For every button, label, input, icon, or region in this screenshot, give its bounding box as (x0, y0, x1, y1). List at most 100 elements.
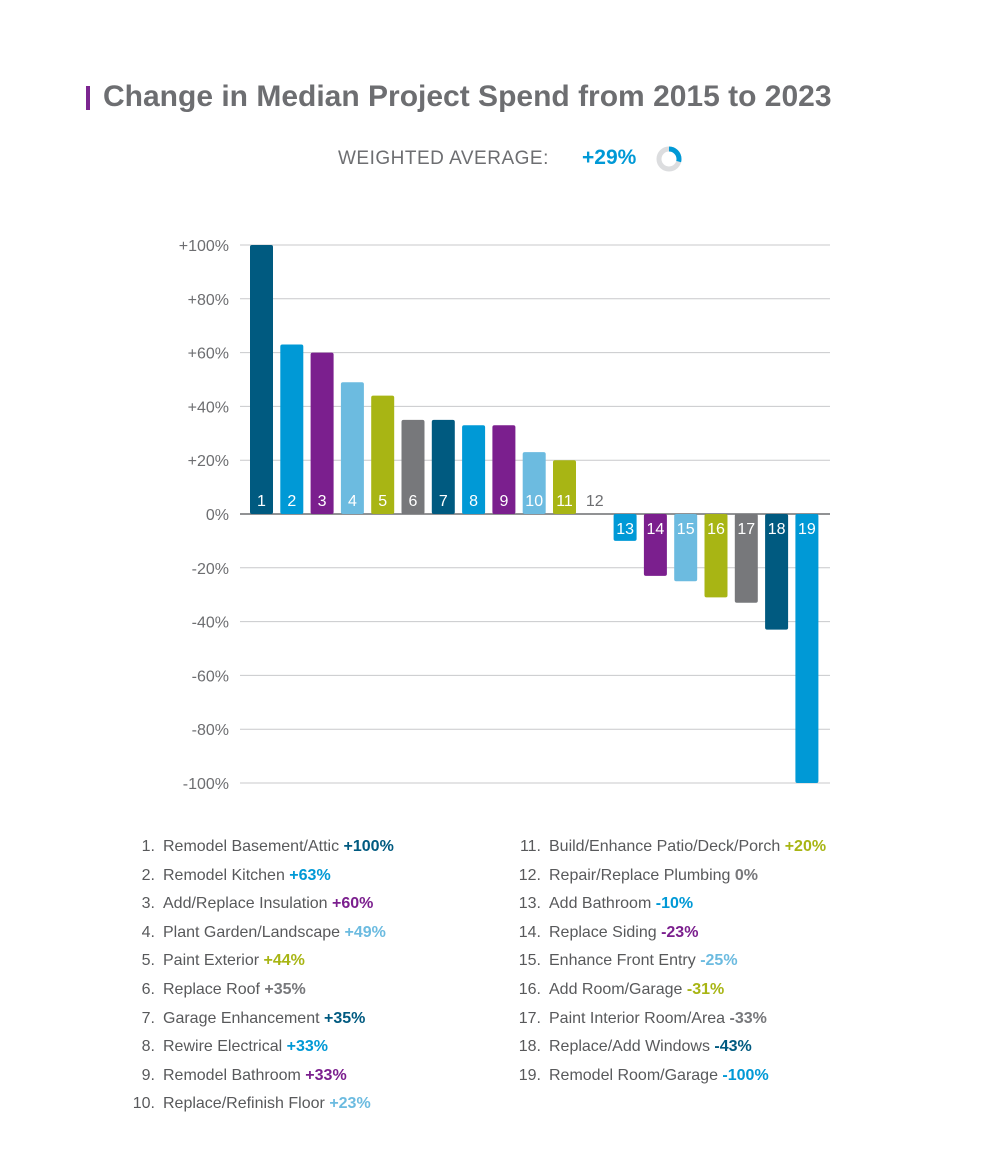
legend-label: Add Room/Garage (549, 981, 683, 998)
legend-number: 13. (518, 895, 541, 913)
legend-value: -23% (661, 923, 699, 941)
bar-number-label: 19 (798, 521, 816, 538)
donut-ring-icon (656, 146, 682, 172)
y-tick-label: -60% (192, 668, 229, 685)
legend-number: 15. (518, 952, 541, 970)
bar-number-label: 1 (257, 493, 266, 510)
legend-number: 1. (141, 838, 155, 855)
legend-label: Paint Interior Room/Area (549, 1009, 726, 1027)
bar-chart: +100% +80% +60% +40% +20% 0% -20% -40% -60% -80% -… (179, 238, 830, 793)
legend-value: +44% (263, 952, 305, 970)
bar (280, 344, 304, 514)
legend-number: 2. (141, 866, 155, 884)
weighted-average-value: +29% (582, 146, 637, 169)
bar (643, 514, 667, 576)
legend-number: 19. (518, 1066, 541, 1084)
legend-item: 18. Replace/Add Windows -43% (515, 1038, 752, 1056)
legend-number: 12. (518, 866, 541, 884)
legend-label: Remodel Room/Garage (549, 1066, 718, 1084)
legend-number: 17. (518, 1009, 541, 1027)
y-tick-label: -100% (183, 776, 229, 793)
legend-item: 2. Remodel Kitchen +63% (129, 867, 331, 885)
bar-number-label: 14 (647, 521, 665, 538)
legend-value: +33% (286, 1038, 328, 1056)
legend-label: Repair/Replace Plumbing (549, 866, 731, 884)
legend-number: 7. (141, 1009, 155, 1027)
legend-number: 3. (141, 895, 155, 913)
bar (492, 425, 516, 514)
bar-number-label: 9 (499, 493, 508, 510)
bar (310, 352, 334, 514)
legend-item: 12. Repair/Replace Plumbing 0% (515, 867, 758, 885)
bar-number-label: 7 (439, 493, 448, 510)
bar-number-label: 3 (318, 493, 327, 510)
legend-value: +20% (784, 838, 827, 855)
bar (795, 514, 819, 783)
legend-value: +63% (289, 866, 331, 884)
bar (340, 382, 364, 514)
legend-value: -10% (655, 895, 694, 913)
bar (431, 419, 455, 514)
legend-item: 5. Paint Exterior +44% (129, 952, 305, 970)
legend-value: -100% (722, 1066, 769, 1084)
bar (462, 425, 486, 514)
legend-value: +35% (264, 981, 306, 998)
y-tick-label: +80% (188, 292, 229, 309)
bar-number-label: 5 (378, 493, 387, 510)
y-tick-label: +60% (188, 346, 229, 363)
legend-label: Remodel Bathroom (163, 1066, 301, 1084)
legend-item: 3. Add/Replace Insulation +60% (129, 895, 374, 913)
legend-number: 16. (518, 981, 541, 998)
bar (401, 419, 425, 514)
bar-number-label: 2 (287, 493, 296, 510)
bar (765, 514, 789, 630)
legend-label: Build/Enhance Patio/Deck/Porch (549, 838, 781, 855)
legend-number: 18. (518, 1038, 541, 1056)
legend-number: 5. (141, 952, 155, 970)
legend-label: Garage Enhancement (163, 1009, 320, 1027)
bar-number-label: 4 (348, 493, 357, 510)
legend-item: 7. Garage Enhancement +35% (129, 1009, 366, 1028)
bar-number-label: 12 (586, 493, 604, 510)
legend-value: +33% (305, 1066, 347, 1084)
legend-item: 11. Build/Enhance Patio/Deck/Porch +20% (515, 838, 826, 856)
legend-item: 10. Replace/Refinish Floor +23% (129, 1095, 371, 1113)
y-tick-label: -20% (192, 561, 229, 578)
y-tick-label: +20% (188, 453, 229, 470)
bar (734, 514, 758, 603)
legend-label: Replace/Refinish Floor (163, 1095, 325, 1113)
bar (250, 245, 273, 514)
legend-label: Remodel Basement/Attic (163, 838, 340, 855)
legend-number: 6. (141, 981, 155, 998)
y-tick-label: +100% (179, 238, 229, 255)
legend-number: 9. (141, 1066, 155, 1084)
legend-label: Replace/Add Windows (549, 1038, 710, 1056)
legend-number: 11. (519, 838, 541, 855)
legend-label: Rewire Electrical (163, 1038, 283, 1056)
bar (613, 514, 637, 541)
legend-number: 10. (132, 1095, 155, 1113)
y-tick-label: 0% (206, 507, 229, 524)
legend-value: -25% (700, 952, 738, 970)
bar-number-label: 10 (525, 493, 543, 510)
bar-number-label: 17 (737, 521, 755, 538)
legend-item: 4. Plant Garden/Landscape +49% (129, 924, 386, 942)
legend-value: +35% (324, 1009, 366, 1027)
legend-value: +23% (329, 1095, 371, 1113)
legend-item: 8. Rewire Electrical +33% (129, 1038, 328, 1056)
legend-label: Replace Siding (549, 923, 657, 941)
legend-value: +60% (332, 895, 374, 913)
legend-number: 4. (141, 923, 155, 941)
bar-number-label: 16 (707, 521, 725, 538)
y-tick-label: -40% (192, 615, 229, 632)
bar (522, 452, 546, 514)
legend-item: 13. Add Bathroom -10% (515, 895, 693, 913)
bar-number-label: 11 (556, 493, 573, 510)
bar-number-label: 15 (677, 521, 695, 538)
legend-item: 15. Enhance Front Entry -25% (515, 952, 738, 970)
bar-number-label: 6 (409, 493, 418, 510)
legend-number: 14. (518, 923, 541, 941)
legend-label: Add/Replace Insulation (163, 895, 328, 913)
legend-label: Replace Roof (163, 981, 260, 998)
